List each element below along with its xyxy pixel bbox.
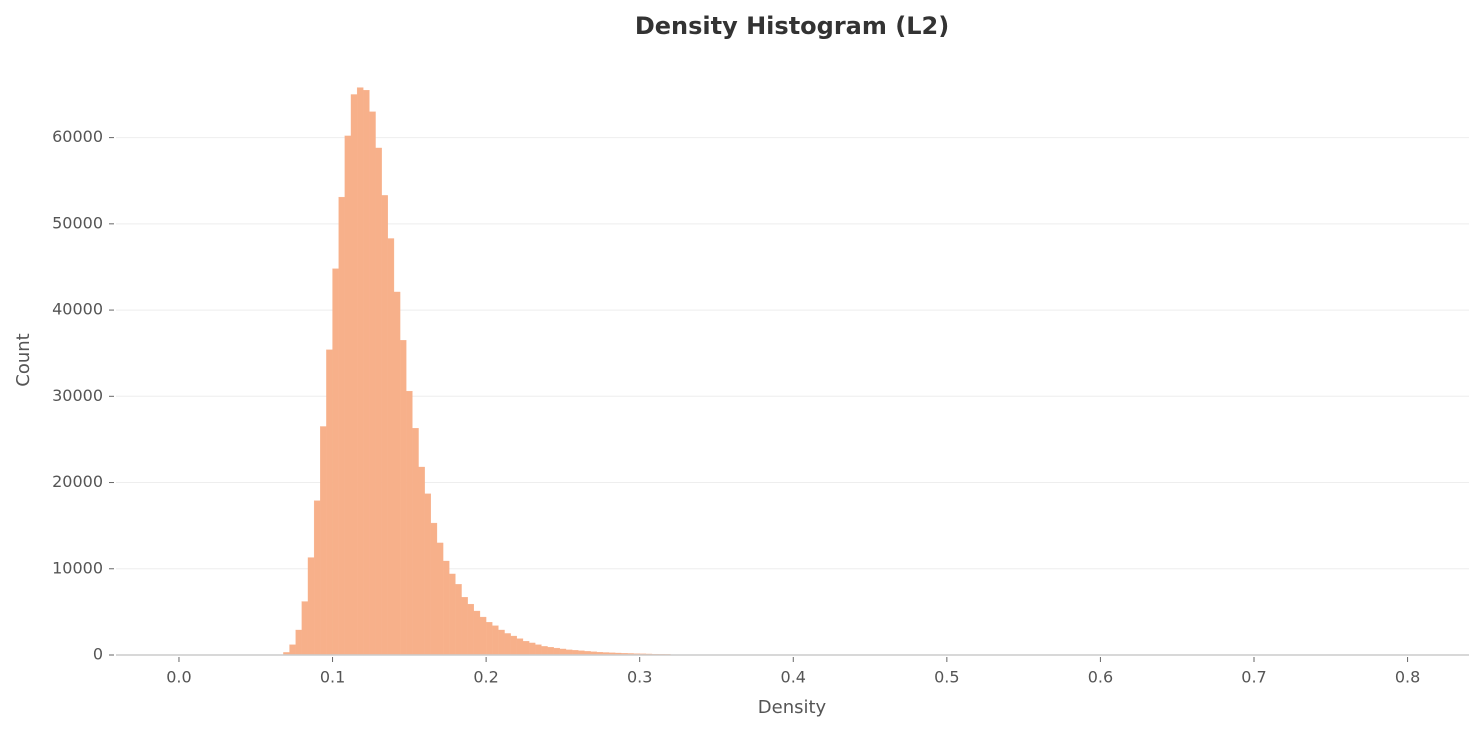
bar	[547, 647, 554, 656]
bar	[399, 340, 407, 656]
x-axis-label: Density	[758, 697, 827, 718]
bar	[510, 635, 517, 656]
bar	[350, 94, 358, 656]
bar	[492, 625, 499, 656]
bar	[430, 522, 438, 656]
bar	[473, 610, 481, 656]
bar	[369, 111, 376, 656]
y-tick-label: 40000	[52, 300, 103, 319]
y-tick-label: 30000	[52, 386, 103, 405]
y-tick-label: 20000	[52, 472, 103, 491]
bar	[307, 557, 315, 656]
bar	[455, 584, 462, 656]
x-tick-label: 0.0	[166, 668, 191, 687]
x-tick-label: 0.7	[1241, 668, 1266, 687]
bar	[467, 603, 474, 656]
bar	[320, 426, 327, 656]
bar	[301, 601, 309, 656]
x-tick-label: 0.4	[781, 668, 806, 687]
bar	[485, 622, 493, 656]
bar	[295, 629, 302, 656]
bar	[436, 542, 444, 656]
bar	[541, 646, 548, 656]
bar	[565, 649, 573, 656]
bar	[356, 87, 364, 656]
bar	[393, 291, 401, 656]
bar	[375, 147, 382, 656]
y-tick-label: 60000	[52, 127, 103, 146]
bar	[406, 390, 413, 656]
x-tick-label: 0.6	[1088, 668, 1113, 687]
x-tick-label: 0.8	[1395, 668, 1420, 687]
bar	[424, 493, 431, 656]
x-tick-label: 0.3	[627, 668, 652, 687]
bar	[535, 644, 542, 656]
y-axis-label: Count	[13, 333, 34, 386]
bar	[381, 195, 388, 656]
bar	[313, 500, 321, 656]
bar	[522, 641, 530, 656]
bar	[418, 466, 425, 656]
x-tick-label: 0.2	[473, 668, 498, 687]
y-tick-label: 0	[93, 645, 103, 664]
bar	[498, 629, 505, 656]
bar	[412, 428, 419, 656]
x-tick-label: 0.5	[934, 668, 959, 687]
bar	[528, 642, 536, 656]
bar	[504, 633, 511, 656]
bar	[326, 349, 333, 656]
bar	[553, 647, 560, 656]
bar	[332, 268, 339, 656]
chart-title: Density Histogram (L2)	[635, 12, 949, 40]
bar	[442, 560, 450, 656]
y-tick-label: 10000	[52, 558, 103, 577]
bar	[559, 648, 567, 656]
bar	[338, 196, 345, 656]
bar	[363, 90, 370, 656]
bar	[344, 135, 352, 656]
bar	[461, 597, 468, 656]
bar	[289, 644, 296, 656]
bar	[387, 238, 395, 656]
y-tick-label: 50000	[52, 213, 103, 232]
x-tick-label: 0.1	[320, 668, 345, 687]
bar	[516, 638, 524, 656]
bar	[449, 573, 456, 656]
bar	[479, 616, 487, 656]
